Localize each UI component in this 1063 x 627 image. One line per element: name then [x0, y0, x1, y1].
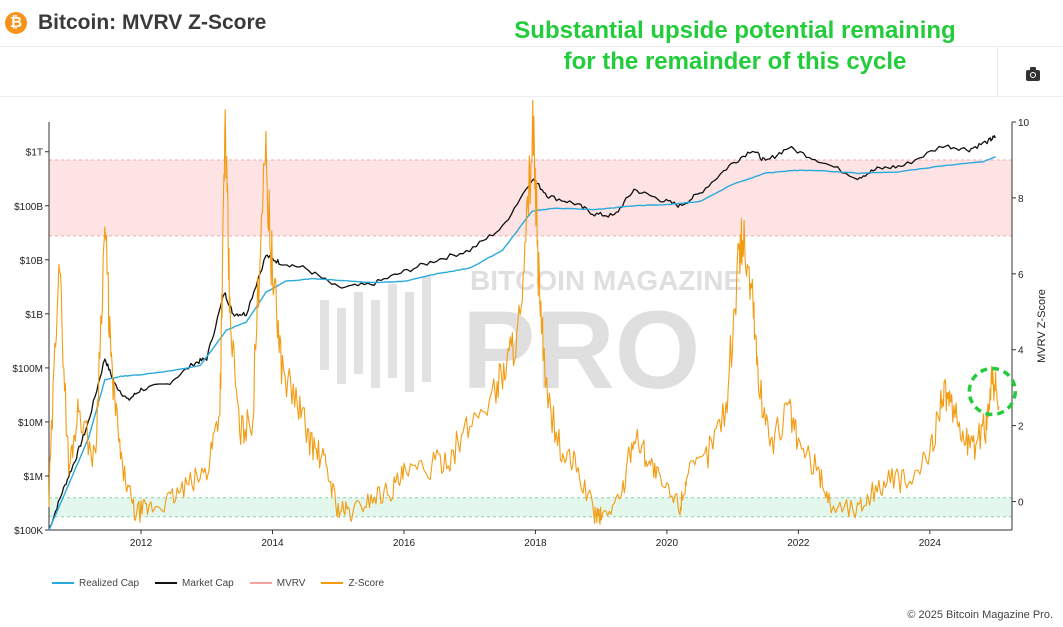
x-tick-label: 2024 [919, 538, 942, 549]
left-tick-label: $100M [12, 364, 43, 375]
right-tick-label: 4 [1018, 346, 1024, 357]
zone-undervalued [49, 497, 1012, 517]
camera-icon[interactable] [1026, 67, 1040, 81]
legend-swatch [321, 582, 344, 585]
right-axis-title: MVRV Z-Score [1036, 289, 1048, 363]
watermark-bar [422, 276, 431, 382]
left-tick-label: $1M [24, 472, 43, 483]
annotation-line-2: for the remainder of this cycle [563, 48, 907, 75]
x-tick-label: 2016 [393, 538, 416, 549]
highlight-circle [967, 366, 1018, 417]
annotation-line-1: Substantial upside potential remaining [514, 17, 956, 44]
x-tick-label: 2014 [261, 538, 284, 549]
legend-label: Realized Cap [79, 578, 140, 589]
header: ₿ Bitcoin: MVRV Z-Score [0, 0, 1063, 46]
left-tick-label: $100B [14, 202, 43, 213]
legend-item[interactable]: Z-Score [321, 578, 384, 589]
right-tick-label: 10 [1018, 118, 1030, 129]
chart-legend: Realized Cap Market Cap MVRV Z-Score [52, 578, 400, 589]
watermark-bar [405, 292, 414, 392]
legend-label: Market Cap [182, 578, 234, 589]
left-tick-label: $100K [14, 526, 43, 537]
series-line-z-score [48, 100, 1000, 525]
legend-swatch [52, 582, 74, 585]
watermark-bar [388, 284, 397, 378]
bitcoin-logo-icon: ₿ [5, 12, 27, 34]
watermark-text-top: BITCOIN MAGAZINE [470, 265, 742, 296]
page-title: Bitcoin: MVRV Z-Score [38, 11, 267, 34]
toolbar-separator [997, 46, 998, 96]
watermark-bar [337, 308, 346, 384]
legend-item[interactable]: Market Cap [155, 578, 234, 589]
left-tick-label: $10B [20, 256, 44, 267]
x-tick-label: 2012 [130, 538, 153, 549]
legend-swatch [249, 582, 272, 585]
x-tick-label: 2020 [656, 538, 679, 549]
watermark-bar [371, 300, 380, 388]
right-tick-label: 8 [1018, 194, 1024, 205]
annotation-text: Substantial upside potential remaining f… [480, 15, 990, 77]
right-tick-label: 6 [1018, 270, 1024, 281]
left-tick-label: $1B [25, 310, 43, 321]
right-tick-label: 2 [1018, 422, 1024, 433]
series-line-market-cap [48, 135, 997, 531]
legend-swatch [155, 582, 178, 585]
left-tick-label: $1T [26, 148, 43, 159]
header-divider [0, 46, 1063, 47]
left-tick-label: $10M [18, 418, 43, 429]
series-line-realized-cap [48, 156, 996, 531]
copyright-text: © 2025 Bitcoin Magazine Pro. [907, 609, 1053, 621]
legend-label: Z-Score [348, 578, 385, 589]
legend-item[interactable]: Realized Cap [52, 578, 139, 589]
watermark-text-bottom: PRO [462, 289, 700, 412]
x-tick-label: 2018 [524, 538, 547, 549]
watermark-bar [320, 300, 329, 370]
toolbar-divider [0, 96, 1063, 97]
x-tick-label: 2022 [787, 538, 810, 549]
right-tick-label: 0 [1018, 498, 1024, 509]
legend-item[interactable]: MVRV [249, 578, 306, 589]
legend-label: MVRV [276, 578, 306, 589]
watermark-bar [354, 292, 363, 374]
